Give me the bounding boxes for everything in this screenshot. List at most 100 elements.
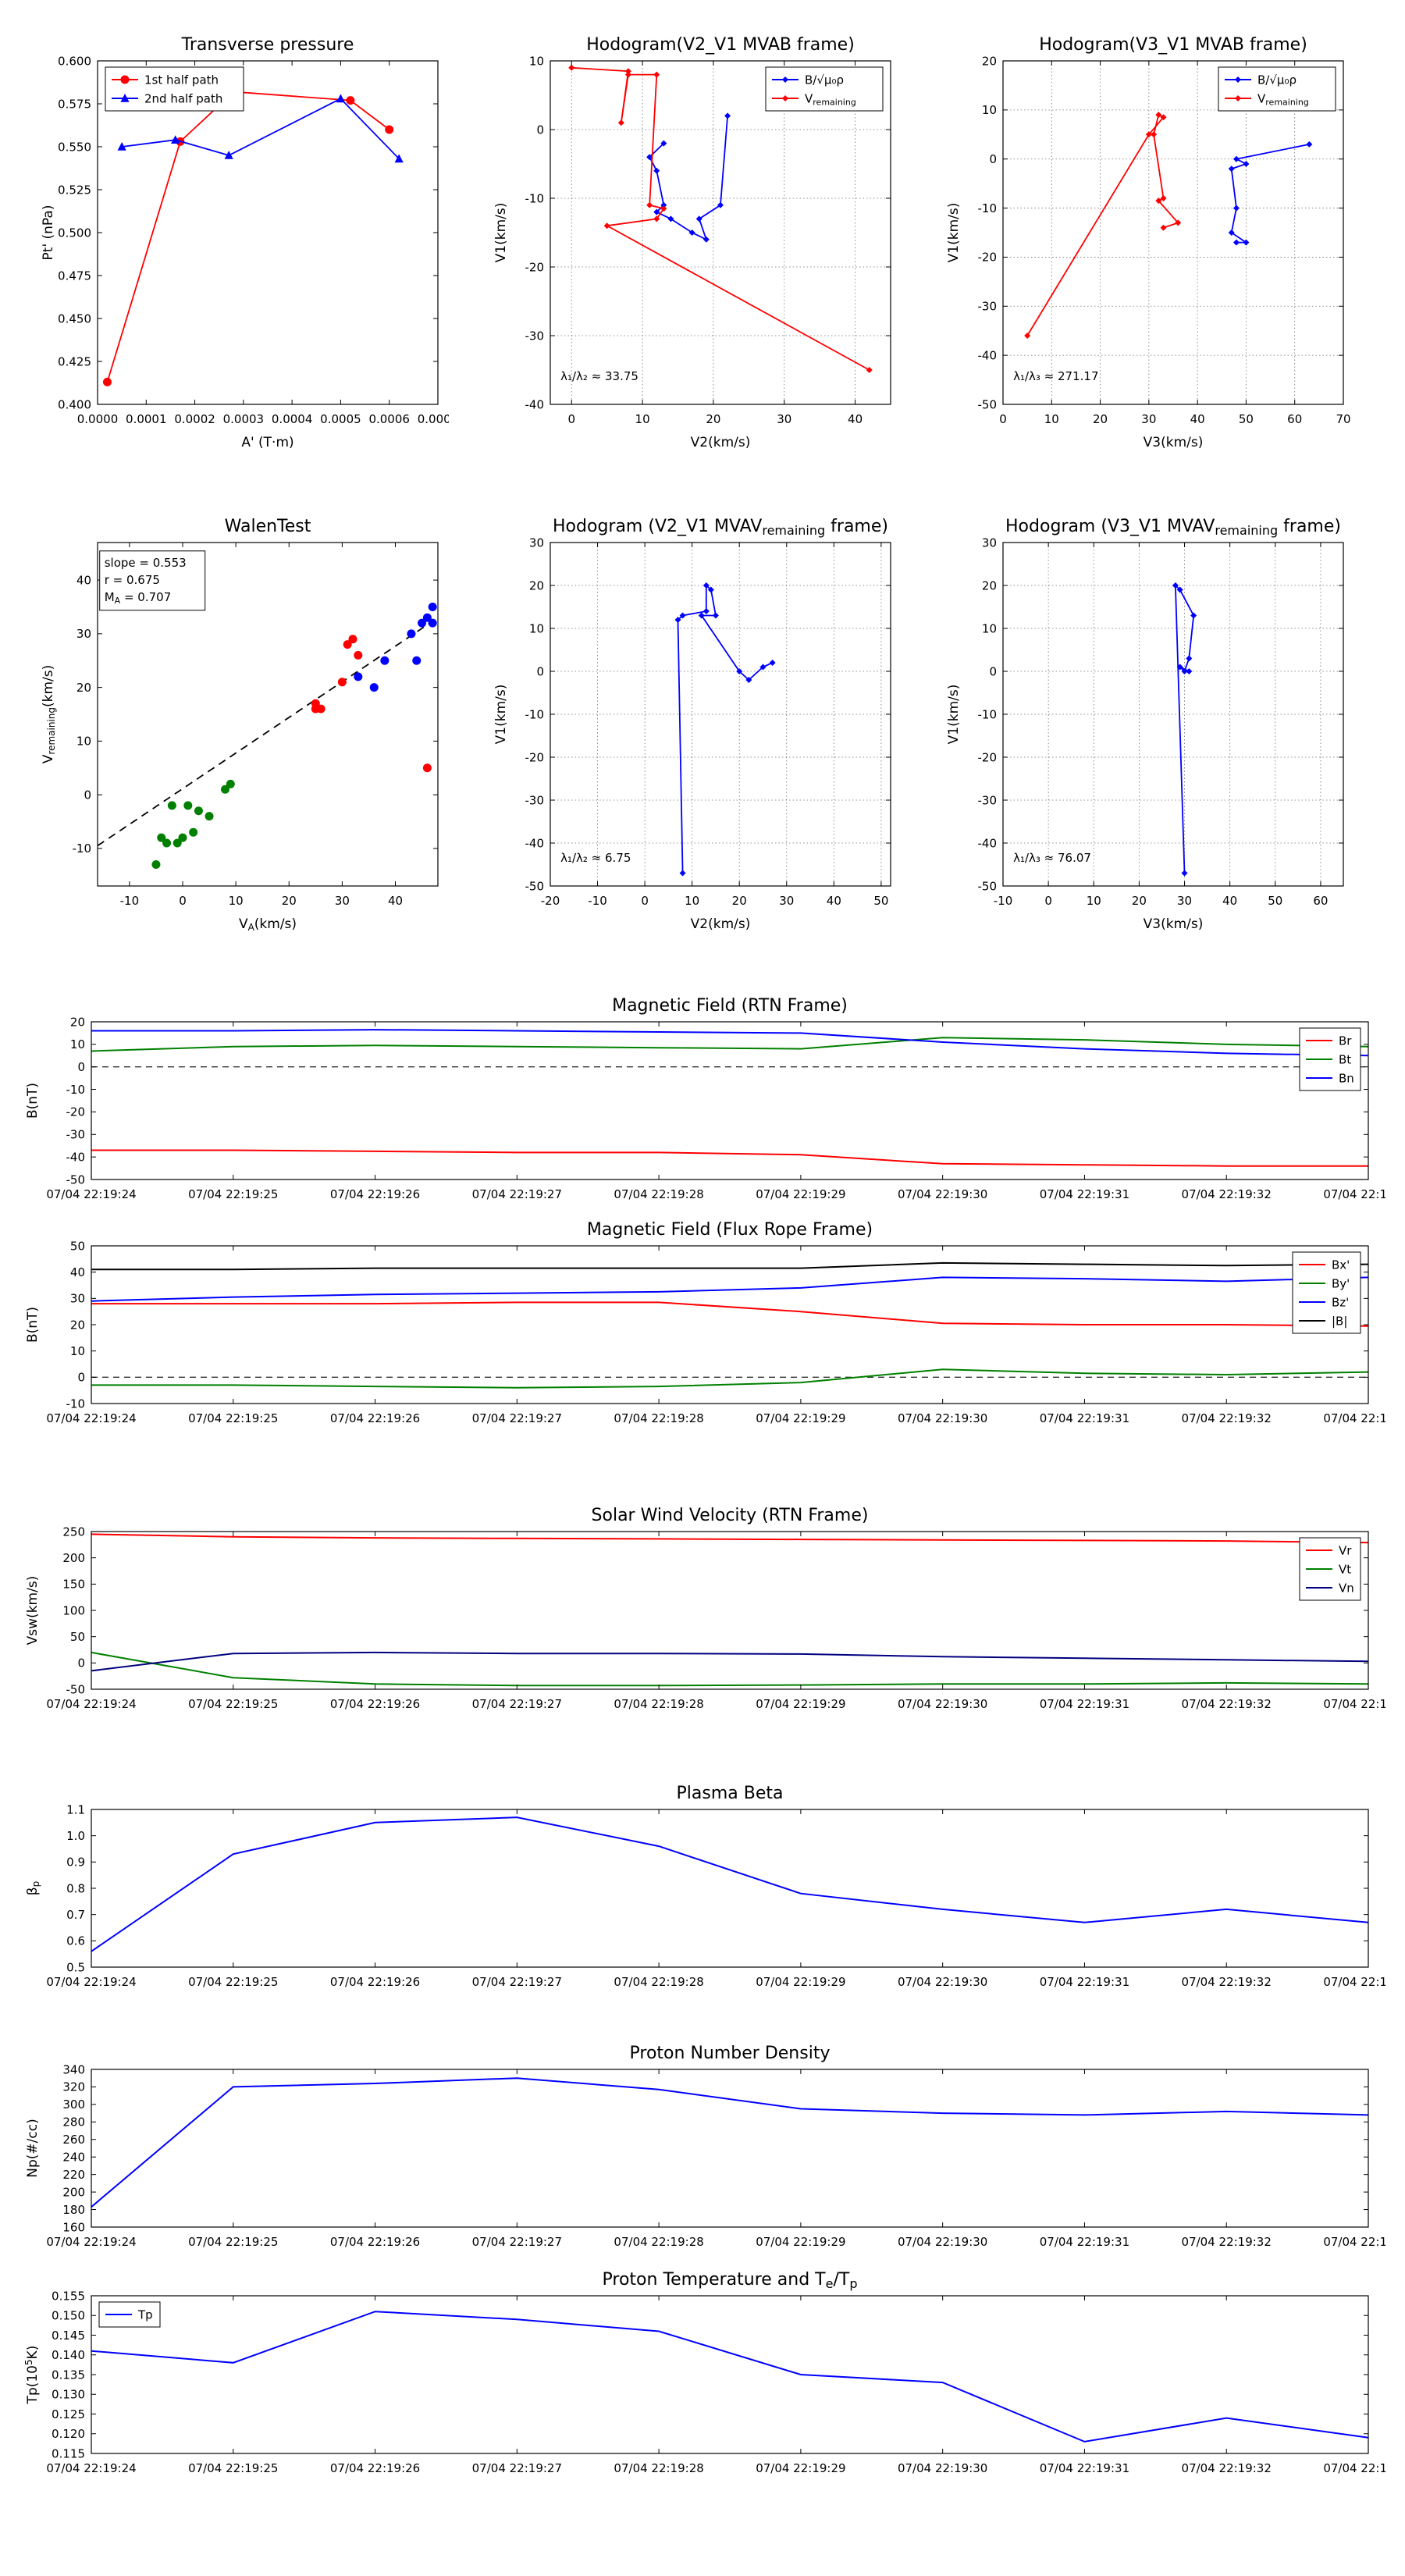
series-group-green xyxy=(151,779,235,869)
svg-text:0: 0 xyxy=(999,412,1007,426)
series-group-red xyxy=(311,635,432,773)
svg-text:07/04 22:19:31: 07/04 22:19:31 xyxy=(1040,1411,1129,1425)
svg-text:20: 20 xyxy=(76,681,91,695)
svg-text:Magnetic Field (Flux Rope Fram: Magnetic Field (Flux Rope Frame) xyxy=(587,1220,873,1240)
legend: 1st half path 2nd half path xyxy=(105,66,244,112)
svg-text:0.0004: 0.0004 xyxy=(272,412,313,426)
svg-text:0.150: 0.150 xyxy=(52,2309,85,2323)
svg-text:0: 0 xyxy=(536,123,544,137)
svg-text:Vremaining(km/s): Vremaining(km/s) xyxy=(41,665,57,764)
svg-text:30: 30 xyxy=(1141,412,1156,426)
svg-text:07/04 22:19:30: 07/04 22:19:30 xyxy=(898,1975,987,1989)
svg-text:-50: -50 xyxy=(978,397,998,411)
svg-text:10: 10 xyxy=(1044,412,1059,426)
svg-text:30: 30 xyxy=(70,1292,85,1306)
legend: B/√μ₀ρ Vremaining xyxy=(765,66,884,112)
svg-text:07/04 22:19:32: 07/04 22:19:32 xyxy=(1182,1975,1272,1989)
svg-text:07/04 22:19:25: 07/04 22:19:25 xyxy=(188,2235,278,2249)
svg-text:|B|: |B| xyxy=(1332,1314,1347,1328)
svg-text:07/04 22:19:32: 07/04 22:19:32 xyxy=(1182,2461,1272,2475)
svg-text:07/04 22:19:27: 07/04 22:19:27 xyxy=(472,1187,562,1201)
svg-text:10: 10 xyxy=(529,621,544,635)
svg-text:0.6: 0.6 xyxy=(66,1934,85,1948)
svg-text:07/04 22:19:29: 07/04 22:19:29 xyxy=(756,1411,845,1425)
svg-text:V1(km/s): V1(km/s) xyxy=(493,685,509,745)
svg-text:07/04 22:19:29: 07/04 22:19:29 xyxy=(756,1975,845,1989)
svg-text:0.0003: 0.0003 xyxy=(223,412,265,426)
svg-text:-30: -30 xyxy=(525,329,545,343)
svg-text:0: 0 xyxy=(77,1371,85,1385)
svg-text:07/04 22:19:30: 07/04 22:19:30 xyxy=(898,1187,987,1201)
svg-text:07/04 22:19:26: 07/04 22:19:26 xyxy=(330,1975,420,1989)
svg-text:-50: -50 xyxy=(66,1682,86,1696)
svg-text:0.130: 0.130 xyxy=(52,2388,85,2402)
svg-text:Bt: Bt xyxy=(1339,1052,1351,1066)
svg-text:1.0: 1.0 xyxy=(66,1829,85,1843)
svg-text:10: 10 xyxy=(70,1037,85,1051)
svg-text:07/04 22:19:26: 07/04 22:19:26 xyxy=(330,1187,420,1201)
svg-text:240: 240 xyxy=(62,2150,85,2164)
svg-text:Vn: Vn xyxy=(1339,1581,1354,1595)
svg-text:0.0001: 0.0001 xyxy=(126,412,167,426)
svg-text:0.9: 0.9 xyxy=(66,1856,85,1870)
svg-text:Proton Number Density: Proton Number Density xyxy=(630,2044,831,2063)
series-2nd-half-path xyxy=(117,94,404,163)
svg-text:Vsw(km/s): Vsw(km/s) xyxy=(25,1576,41,1646)
svg-text:0.575: 0.575 xyxy=(58,97,91,111)
svg-text:A' (T·m): A' (T·m) xyxy=(241,435,293,450)
series-Np xyxy=(91,2077,1369,2208)
svg-text:220: 220 xyxy=(62,2168,85,2182)
chart-walen-test: -10 0 10 20 30 40 -10 0 10 20 30 40 WalenTest VA(km/s… xyxy=(35,503,449,941)
svg-text:07/04 22:19:30: 07/04 22:19:30 xyxy=(898,2235,987,2249)
svg-text:-50: -50 xyxy=(525,879,545,893)
chart-hodogram-v3v1-mvav: -10 0 10 20 30 40 50 60 -50 -40 -30 -20 -10 0 10 20 30 Ho… xyxy=(941,503,1354,941)
series-Bz' xyxy=(91,1276,1369,1302)
svg-text:10: 10 xyxy=(1087,894,1101,908)
svg-text:250: 250 xyxy=(62,1525,85,1539)
svg-text:07/04 22:19:31: 07/04 22:19:31 xyxy=(1040,1697,1129,1711)
svg-text:0.125: 0.125 xyxy=(52,2407,85,2421)
svg-text:V1(km/s): V1(km/s) xyxy=(946,685,962,745)
svg-text:Hodogram (V2_V1 MVAVremaining: Hodogram (V2_V1 MVAVremaining frame) xyxy=(553,517,888,538)
svg-text:βp: βp xyxy=(25,1881,41,1895)
svg-text:0: 0 xyxy=(77,1060,85,1074)
svg-text:340: 340 xyxy=(62,2062,85,2076)
svg-text:07/04 22:19:31: 07/04 22:19:31 xyxy=(1040,2461,1129,2475)
svg-text:50: 50 xyxy=(70,1630,85,1644)
svg-text:07/04 22:19:28: 07/04 22:19:28 xyxy=(614,1697,703,1711)
svg-text:40: 40 xyxy=(827,894,841,908)
svg-text:07/04 22:19:24: 07/04 22:19:24 xyxy=(46,2235,136,2249)
svg-text:10: 10 xyxy=(76,735,91,749)
svg-text:20: 20 xyxy=(70,1318,85,1332)
chart-magnetic-flux-rope: 07/04 22:19:24 07/04 22:19:25 07/04 22:19:… xyxy=(20,1212,1405,1443)
svg-text:VA(km/s): VA(km/s) xyxy=(239,916,297,933)
svg-text:B/√μ₀ρ: B/√μ₀ρ xyxy=(805,73,844,87)
svg-text:150: 150 xyxy=(62,1578,85,1592)
svg-text:10: 10 xyxy=(229,894,244,908)
svg-text:07/04 22:19:33: 07/04 22:19:33 xyxy=(1323,2461,1385,2475)
plot-proton-density: 07/04 22:19:24 07/04 22:19:25 07/04 22:19:… xyxy=(25,2044,1405,2249)
svg-text:Magnetic Field (RTN Frame): Magnetic Field (RTN Frame) xyxy=(612,996,848,1016)
series-Vr xyxy=(91,1533,1369,1544)
plot-hodogram-v2v1-mvav: -20 -10 0 10 20 30 40 50 -50 -40 -30 -20 -10 0 10 20 30 H… xyxy=(493,517,891,932)
svg-text:0: 0 xyxy=(1044,894,1052,908)
svg-text:20: 20 xyxy=(732,894,747,908)
svg-text:0.140: 0.140 xyxy=(52,2348,85,2362)
svg-text:10: 10 xyxy=(982,621,997,635)
svg-text:0: 0 xyxy=(536,664,544,678)
series-Vn xyxy=(91,1651,1369,1672)
svg-text:40: 40 xyxy=(1222,894,1237,908)
svg-text:Vremaining: Vremaining xyxy=(805,91,856,107)
svg-text:λ₁/λ₃ ≈ 271.17: λ₁/λ₃ ≈ 271.17 xyxy=(1013,369,1098,383)
series-Bn xyxy=(91,1029,1369,1057)
svg-text:Vremaining: Vremaining xyxy=(1257,91,1309,107)
svg-text:07/04 22:19:33: 07/04 22:19:33 xyxy=(1323,1411,1385,1425)
svg-text:B(nT): B(nT) xyxy=(25,1083,41,1119)
svg-text:1st half path: 1st half path xyxy=(144,73,219,87)
svg-text:WalenTest: WalenTest xyxy=(225,517,311,536)
svg-text:07/04 22:19:25: 07/04 22:19:25 xyxy=(188,2461,278,2475)
series-Bx' xyxy=(91,1301,1369,1327)
chart-hodogram-v2v1-mvav: -20 -10 0 10 20 30 40 50 -50 -40 -30 -20 -10 0 10 20 30 H… xyxy=(488,503,902,941)
svg-text:30: 30 xyxy=(779,894,794,908)
svg-text:50: 50 xyxy=(1239,412,1254,426)
